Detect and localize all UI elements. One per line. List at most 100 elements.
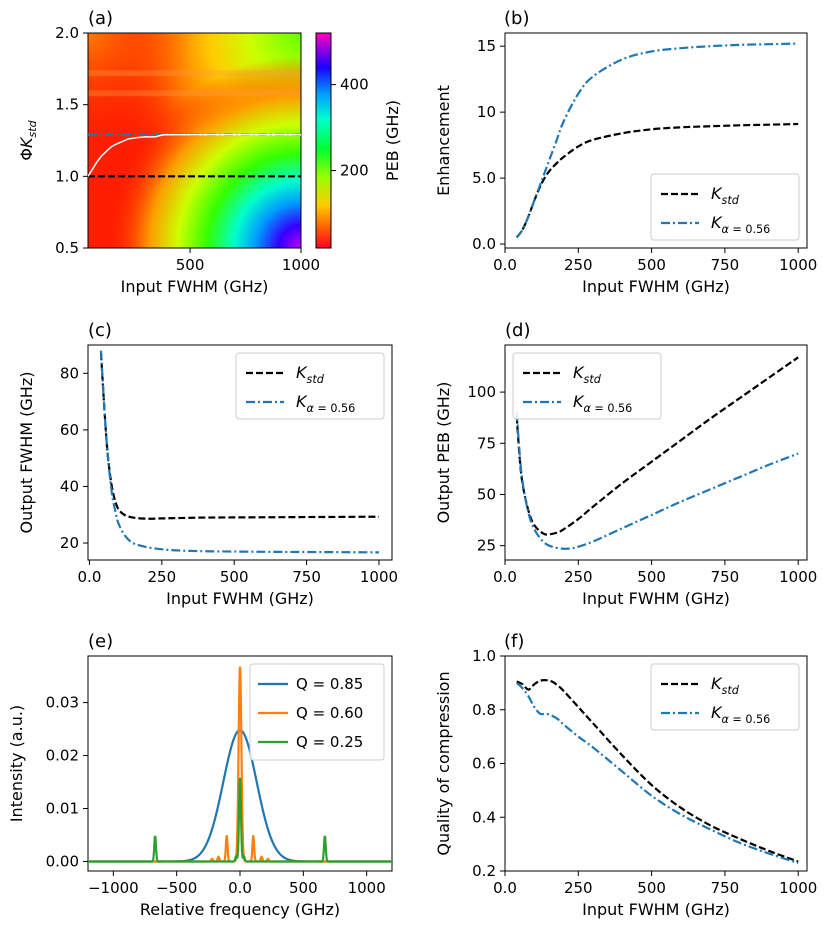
legend-label: Kstd (296, 363, 325, 386)
panel-label: (f) (504, 631, 524, 652)
text-span: α (307, 402, 315, 415)
heatmap-lines (88, 133, 301, 178)
legend-label: Kstd (573, 363, 602, 386)
legend-label: Kstd (711, 184, 740, 207)
y-tick-label: 0.2 (472, 862, 496, 880)
series-line-dashed (516, 679, 799, 863)
x-tick-label: 250 (564, 256, 593, 274)
y-axis-label: ΦKstd (17, 119, 39, 160)
series-line-dashdot (515, 412, 799, 550)
axes-frame (87, 344, 393, 561)
text-span: K (711, 213, 723, 232)
y-axis-label: Output FWHM (GHz) (17, 372, 36, 534)
text-span: = 0.56 (729, 223, 770, 236)
y-tick-label: 2.0 (55, 24, 79, 42)
x-tick-label: 250 (564, 568, 593, 586)
optimum-curve (88, 134, 301, 177)
y-tick-label: 80 (60, 364, 79, 382)
x-tick-label: 1000 (779, 568, 817, 586)
panel-label: (b) (504, 8, 529, 29)
text-span: K (573, 392, 585, 411)
x-axis-label: Relative frequency (GHz) (140, 900, 340, 919)
x-tick-label: 1000 (779, 879, 817, 897)
legend-label: Q = 0.85 (296, 675, 363, 693)
legend-box (650, 173, 800, 241)
y-axis-label: Output PEB (GHz) (434, 382, 453, 524)
y-tick-label: 40 (60, 477, 79, 495)
x-tick-label: −1000 (88, 879, 139, 897)
legend-label: Kα = 0.56 (711, 703, 770, 726)
x-tick-label: 500 (176, 256, 205, 274)
x-tick-label: 0.0 (228, 879, 252, 897)
panel-label: (c) (88, 320, 112, 341)
y-tick-label: 100 (467, 383, 496, 401)
y-tick-label: 60 (60, 421, 79, 439)
text-span: Φ (17, 148, 36, 161)
colorbar-tick-label: 200 (340, 162, 369, 180)
text-span: std (722, 194, 740, 207)
x-tick-label: 1000 (348, 879, 386, 897)
y-tick-label: 1.0 (472, 647, 496, 665)
panel-label: (d) (505, 320, 530, 341)
heatmap-layer (88, 33, 301, 248)
text-span: K (711, 184, 723, 203)
y-tick-label: 0.02 (46, 747, 79, 765)
y-tick-label: 1.0 (55, 167, 79, 185)
y-tick-label: 15 (477, 37, 496, 55)
text-span: α (722, 713, 730, 726)
text-span: std (26, 119, 39, 137)
x-axis-label: Input FWHM (GHz) (166, 589, 314, 608)
series-line-dashdot (99, 350, 379, 554)
text-span: = 0.56 (314, 402, 355, 415)
y-tick-label: 0.01 (46, 800, 79, 818)
y-tick-label: 0.4 (472, 808, 496, 826)
text-span: K (573, 363, 585, 382)
text-span: std (584, 373, 602, 386)
heatmap-band (88, 90, 301, 97)
series-group (515, 356, 799, 550)
x-tick-label: 750 (711, 256, 740, 274)
legend-label: Kstd (711, 674, 740, 697)
legend-label: Q = 0.25 (296, 733, 363, 751)
y-tick-label: 50 (477, 485, 496, 503)
y-tick-label: 1.5 (55, 96, 79, 114)
axes-frame (504, 32, 808, 249)
y-tick-label: 0.03 (46, 694, 79, 712)
axes-frame (87, 32, 302, 249)
x-tick-label: 0.0 (493, 568, 517, 586)
text-span: = 0.56 (591, 402, 632, 415)
x-tick-label: 500 (220, 568, 249, 586)
y-tick-label: 0.8 (472, 701, 496, 719)
legend-label: Kα = 0.56 (711, 213, 770, 236)
text-span: = 0.56 (729, 713, 770, 726)
y-tick-label: 0.00 (46, 852, 79, 870)
x-axis-label: Input FWHM (GHz) (121, 277, 269, 296)
heatmap-band (88, 70, 301, 77)
y-tick-label: 25 (477, 537, 496, 555)
text-span: K (17, 136, 36, 148)
series-group (515, 679, 799, 864)
text-span: std (722, 684, 740, 697)
axes-frame (504, 344, 808, 561)
axes-frame (87, 655, 393, 872)
y-axis-label: Intensity (a.u.) (7, 705, 26, 822)
legend-box (249, 663, 385, 761)
text-span: std (307, 373, 325, 386)
text-span: K (711, 703, 723, 722)
text-span: K (296, 392, 308, 411)
colorbar (315, 32, 332, 249)
text-span: α (584, 402, 592, 415)
panel-label: (e) (88, 631, 113, 652)
legend-box (650, 663, 800, 731)
x-tick-label: 250 (564, 879, 593, 897)
legend-label: Kα = 0.56 (573, 392, 632, 415)
y-tick-label: 0.6 (472, 755, 496, 773)
y-axis-label: Enhancement (434, 85, 453, 196)
y-tick-label: 75 (477, 434, 496, 452)
series-group (99, 350, 379, 554)
x-tick-label: 750 (711, 568, 740, 586)
colorbar-tick-label: 400 (340, 76, 369, 94)
x-tick-label: 500 (637, 256, 666, 274)
